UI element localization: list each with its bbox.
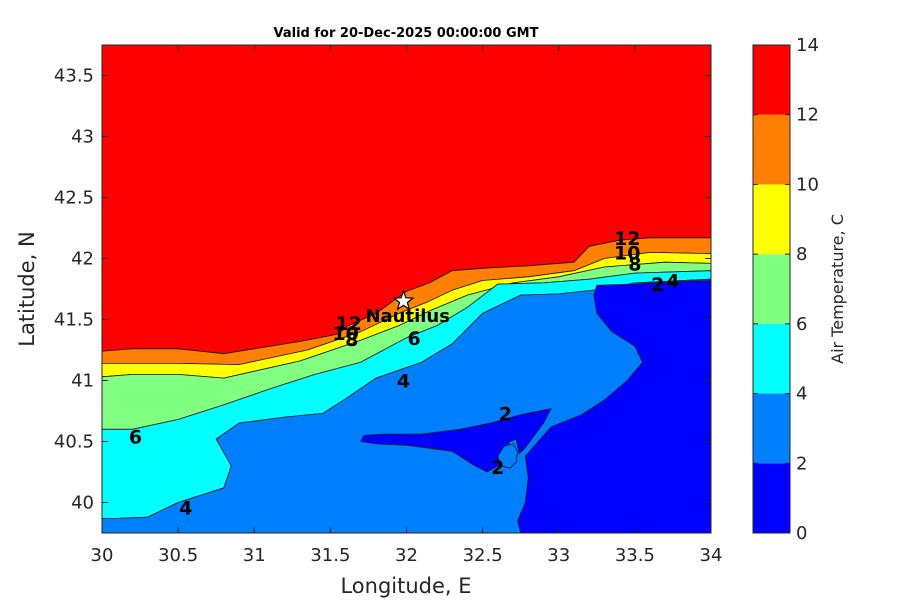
contour-label-3: 6 (407, 328, 420, 350)
x-tick-label-3: 31.5 (310, 545, 350, 566)
station-label: Nautilus (365, 306, 450, 327)
x-tick-label-5: 32.5 (463, 545, 503, 566)
contour-band-6 (517, 280, 711, 533)
contour-label-4: 4 (397, 371, 410, 393)
contour-label-8: 4 (179, 497, 192, 519)
y-tick-label-3: 41.5 (54, 310, 94, 331)
x-tick-label-6: 33 (547, 545, 570, 566)
y-tick-label-5: 42.5 (54, 188, 94, 209)
y-tick-label-6: 43 (71, 127, 94, 148)
colorbar-swatch-4 (753, 184, 790, 255)
contour-label-6: 2 (491, 457, 504, 479)
colorbar-tick-label-0: 0 (796, 523, 807, 544)
x-axis-ticks: 30 30.5 31 31.5 32 32.5 33 33.5 34 (91, 45, 723, 566)
contour-label-1: 10 (332, 323, 358, 345)
contour-label-7: 6 (129, 427, 142, 449)
contour-label-11: 8 (628, 253, 641, 275)
colorbar-tick-label-5: 10 (796, 174, 819, 195)
x-tick-label-4: 32 (395, 545, 418, 566)
plot-area (102, 45, 711, 533)
colorbar-swatch-6 (753, 45, 790, 115)
colorbar-tick-label-6: 12 (796, 105, 819, 126)
x-tick-label-1: 30.5 (158, 545, 198, 566)
colorbar-tick-label-3: 6 (796, 314, 807, 335)
y-tick-label-0: 40 (71, 493, 94, 514)
colorbar-tick-label-4: 8 (796, 244, 807, 265)
colorbar-label: Air Temperature, C (828, 214, 847, 364)
x-tick-label-8: 34 (700, 545, 723, 566)
chart-title: Valid for 20-Dec-2025 00:00:00 GMT (274, 26, 539, 41)
x-axis-label: Longitude, E (340, 574, 471, 598)
contour-label-9: 12 (614, 228, 640, 250)
contour-label-10: 10 (614, 242, 640, 264)
contour-band-7 (360, 408, 552, 473)
contour-bands (102, 45, 711, 533)
colorbar-swatch-3 (753, 254, 790, 324)
x-tick-label-7: 33.5 (615, 545, 655, 566)
y-tick-label-2: 41 (71, 371, 94, 392)
colorbar-tick-label-1: 2 (796, 453, 807, 474)
contour-label-2: 8 (345, 329, 358, 351)
colorbar: 0 2 4 6 8 10 12 14 (752, 35, 819, 544)
colorbar-tick-label-7: 14 (796, 35, 819, 56)
contour-label-0: 12 (335, 313, 361, 335)
colorbar-swatch-1 (753, 393, 790, 464)
colorbar-swatch-0 (753, 463, 790, 533)
x-tick-label-2: 31 (243, 545, 266, 566)
station-marker: Nautilus (365, 289, 450, 327)
contour-label-13: 4 (666, 270, 679, 292)
contour-band-8 (497, 443, 518, 469)
y-tick-label-4: 42 (71, 249, 94, 270)
contour-label-12: 2 (651, 274, 664, 296)
y-axis-label: Latitude, N (15, 231, 39, 347)
y-tick-label-1: 40.5 (54, 432, 94, 453)
x-tick-label-0: 30 (91, 545, 114, 566)
colorbar-swatch-5 (753, 114, 790, 185)
contour-label-5: 2 (499, 403, 512, 425)
colorbar-frame (752, 44, 791, 534)
colorbar-tick-label-2: 4 (796, 384, 807, 405)
station-star-icon (392, 289, 415, 311)
y-tick-label-7: 43.5 (54, 66, 94, 87)
colorbar-swatch-2 (753, 323, 790, 394)
